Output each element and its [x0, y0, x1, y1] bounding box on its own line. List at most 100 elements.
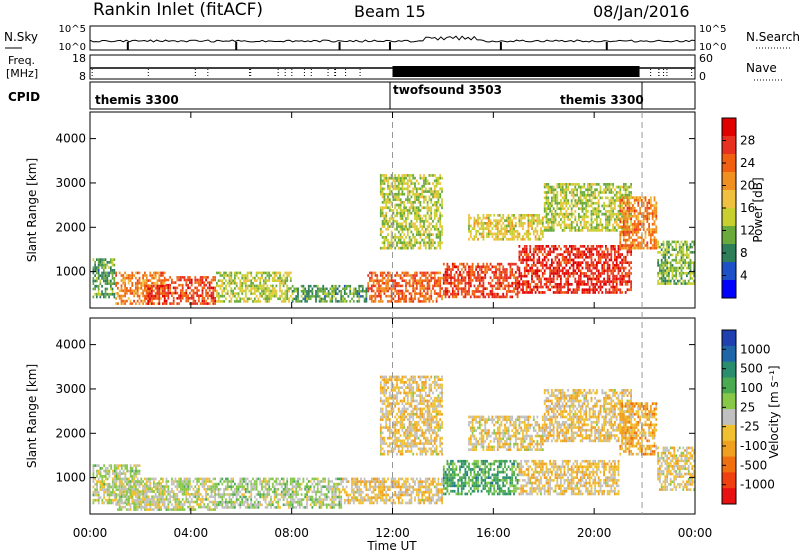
heatmap-cell — [635, 244, 638, 247]
heatmap-cell — [208, 294, 211, 297]
heatmap-cell — [219, 294, 222, 298]
heatmap-cell — [394, 287, 397, 290]
heatmap-cell — [151, 287, 153, 290]
heatmap-cell — [394, 214, 397, 218]
heatmap-cell — [428, 190, 431, 193]
heatmap-cell — [486, 232, 488, 236]
heatmap-cell — [113, 295, 116, 299]
heatmap-cell — [617, 272, 620, 275]
heatmap-cell — [405, 206, 407, 210]
heatmap-cell — [549, 226, 551, 229]
heatmap-cell — [518, 222, 521, 225]
heatmap-cell — [433, 195, 436, 199]
heatmap-cell — [264, 294, 267, 298]
heatmap-cell — [666, 282, 668, 285]
heatmap-cell — [181, 294, 184, 297]
heatmap-cell — [637, 246, 640, 250]
heatmap-cell — [129, 289, 132, 293]
heatmap-cell — [122, 472, 125, 475]
heatmap-cell — [687, 256, 690, 259]
heatmap-cell — [669, 261, 672, 265]
heatmap-cell — [101, 266, 103, 269]
heatmap-cell — [567, 199, 569, 202]
heatmap-cell — [367, 287, 370, 290]
heatmap-cell — [540, 283, 542, 286]
heatmap-cell — [469, 273, 472, 277]
heatmap-cell — [554, 258, 557, 262]
heatmap-cell — [145, 490, 148, 493]
heatmap-cell — [426, 201, 429, 204]
heatmap-cell — [637, 212, 640, 215]
heatmap-cell — [372, 289, 375, 293]
heatmap-cell — [252, 292, 254, 295]
heatmap-cell — [561, 207, 564, 210]
heatmap-cell — [255, 289, 258, 293]
heatmap-cell — [628, 228, 631, 231]
heatmap-cell — [383, 271, 386, 275]
heatmap-cell — [543, 247, 546, 251]
heatmap-cell — [511, 268, 514, 271]
heatmap-cell — [437, 244, 440, 247]
heatmap-cell — [448, 281, 451, 285]
heatmap-cell — [691, 261, 694, 265]
heatmap-cell — [268, 274, 271, 277]
heatmap-cell — [239, 297, 242, 301]
heatmap-cell — [387, 274, 389, 277]
heatmap-cell — [594, 229, 596, 232]
heatmap-cell — [648, 222, 650, 226]
heatmap-cell — [135, 508, 137, 511]
heatmap-cell — [117, 503, 119, 506]
heatmap-cell — [261, 292, 263, 295]
heatmap-cell — [496, 279, 499, 282]
heatmap-cell — [540, 230, 542, 233]
heatmap-cell — [385, 192, 388, 196]
heatmap-cell — [612, 291, 614, 294]
heatmap-cell — [104, 263, 107, 267]
heatmap-cell — [96, 269, 98, 272]
heatmap-cell — [430, 238, 433, 242]
heatmap-cell — [113, 496, 116, 499]
heatmap-cell — [664, 253, 667, 257]
heatmap-cell — [570, 223, 573, 227]
heatmap-cell — [403, 176, 406, 180]
heatmap-cell — [493, 292, 496, 296]
heatmap-cell — [388, 274, 391, 277]
heatmap-cell — [608, 283, 611, 286]
heatmap-cell — [117, 281, 119, 285]
heatmap-cell — [96, 493, 98, 497]
heatmap-cell — [217, 284, 220, 288]
heatmap-cell — [630, 250, 632, 254]
heatmap-cell — [570, 229, 573, 232]
heatmap-cell — [248, 289, 251, 293]
heatmap-cell — [309, 290, 312, 293]
heatmap-cell — [108, 295, 110, 299]
heatmap-cell — [433, 241, 436, 245]
heatmap-cell — [390, 209, 393, 212]
heatmap-cell — [558, 258, 560, 262]
heatmap-cell — [603, 183, 605, 186]
heatmap-cell — [190, 297, 193, 300]
heatmap-cell — [149, 297, 151, 300]
heatmap-cell — [601, 285, 604, 289]
heatmap-cell — [484, 287, 487, 290]
heatmap-cell — [145, 294, 148, 298]
heatmap-cell — [605, 245, 607, 248]
heatmap-cell — [686, 253, 688, 257]
heatmap-cell — [410, 276, 413, 280]
heatmap-cell — [469, 276, 472, 280]
heatmap-cell — [608, 204, 611, 208]
heatmap-cell — [583, 183, 586, 186]
heatmap-cell — [212, 302, 215, 305]
heatmap-cell — [408, 192, 411, 196]
heatmap-cell — [309, 284, 312, 288]
heatmap-cell — [534, 237, 537, 241]
heatmap-cell — [592, 272, 595, 275]
heatmap-cell — [428, 236, 431, 239]
heatmap-cell — [399, 203, 402, 207]
heatmap-cell — [388, 209, 391, 212]
heatmap-cell — [518, 266, 521, 270]
heatmap-cell — [92, 258, 95, 261]
heatmap-cell — [390, 201, 393, 204]
heatmap-cell — [246, 279, 249, 282]
heatmap-cell — [552, 199, 555, 202]
